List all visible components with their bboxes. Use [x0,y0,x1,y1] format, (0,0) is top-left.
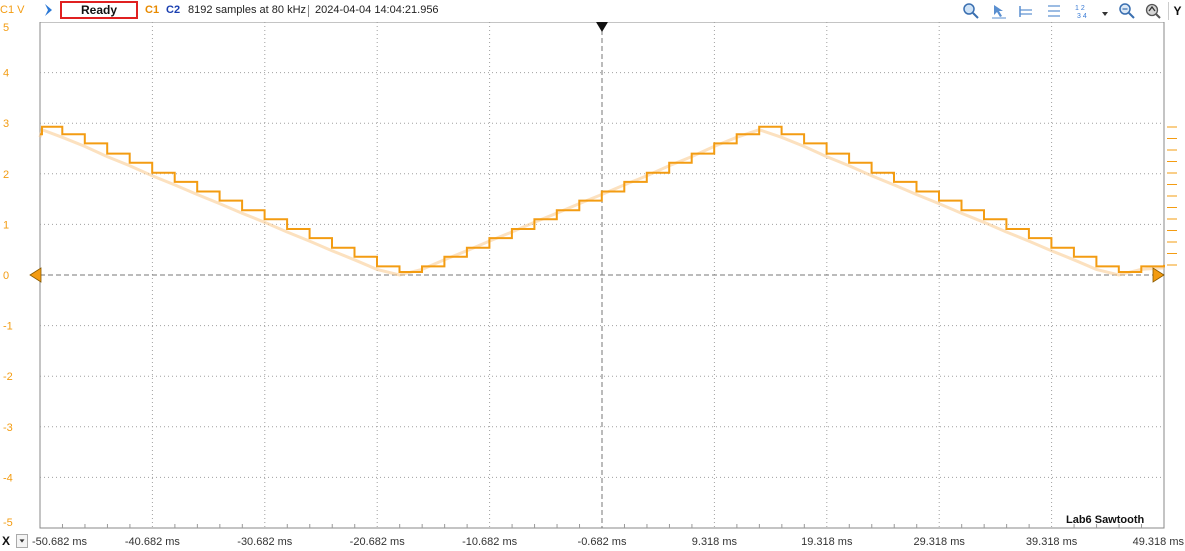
offset-marker-right-icon [1152,267,1165,283]
offset-marker-left-icon [29,267,42,283]
toolbar: C1 V Ready C1 C2 8192 samples at 80 kHz … [0,0,1185,22]
y-tick-label: 4 [3,68,9,80]
separator [308,5,309,17]
y-tick-label: 5 [3,22,9,34]
y-tick-label: 2 [3,169,9,181]
autoscale-icon[interactable] [1144,2,1162,20]
chevron-right-icon[interactable] [43,3,55,17]
y-tick-label: 0 [3,270,9,282]
x-tick-label: 29.318 ms [914,536,966,548]
horizontal-cursor-icon[interactable] [1017,2,1035,20]
axis-labels: -50.682 ms -40.682 ms -30.682 ms -20.682 ms… [3,22,1184,548]
x-axis-dropdown-icon[interactable] [16,534,28,548]
cursor-numbers-icon[interactable]: 1 2 3 4 [1073,2,1091,20]
trace-line [40,125,1165,273]
y-tick-label: -3 [3,422,13,434]
x-tick-label: -40.682 ms [125,536,181,548]
timestamp: 2024-04-04 14:04:21.956 [315,4,439,16]
channel2-button[interactable]: C2 [166,4,181,16]
x-axis-button[interactable]: X [2,534,11,548]
y-tick-label: -1 [3,321,13,333]
x-tick-label: -50.682 ms [32,536,88,548]
channel1-button[interactable]: C1 [145,4,160,16]
markers [29,22,1177,283]
x-tick-label: 49.318 ms [1133,536,1185,548]
y-tick-label: -4 [3,472,13,484]
cursor-icon[interactable] [990,2,1008,20]
x-tick-label: -20.682 ms [350,536,406,548]
channel-unit-label: C1 V [0,4,25,16]
grid [39,21,1165,529]
trigger-marker-icon [596,22,608,32]
x-tick-label: -30.682 ms [237,536,293,548]
trace-c1 [38,125,1165,277]
status-badge: Ready [60,1,138,19]
x-tick-label: 9.318 ms [692,536,738,548]
y-axis-button[interactable]: Y [1168,2,1185,20]
x-tick-label: -10.682 ms [462,536,518,548]
x-tick-label: -0.682 ms [578,536,627,548]
y-tick-label: -5 [3,517,13,529]
trace-shadow [38,127,1165,277]
y-tick-label: 1 [3,219,9,231]
x-tick-label: 19.318 ms [801,536,853,548]
y-tick-label: -2 [3,371,13,383]
sample-info: 8192 samples at 80 kHz [188,4,307,16]
x-tick-label: 39.318 ms [1026,536,1078,548]
y-tick-label: 3 [3,118,9,130]
svg-text:1 2: 1 2 [1075,5,1085,12]
dropdown-icon[interactable] [1100,2,1110,20]
chart-label: Lab6 Sawtooth [1066,514,1145,526]
zoom-icon[interactable] [1118,2,1136,20]
svg-text:3 4: 3 4 [1077,13,1087,20]
zoom-in-icon[interactable] [962,2,980,20]
vertical-cursor-icon[interactable] [1045,2,1063,20]
